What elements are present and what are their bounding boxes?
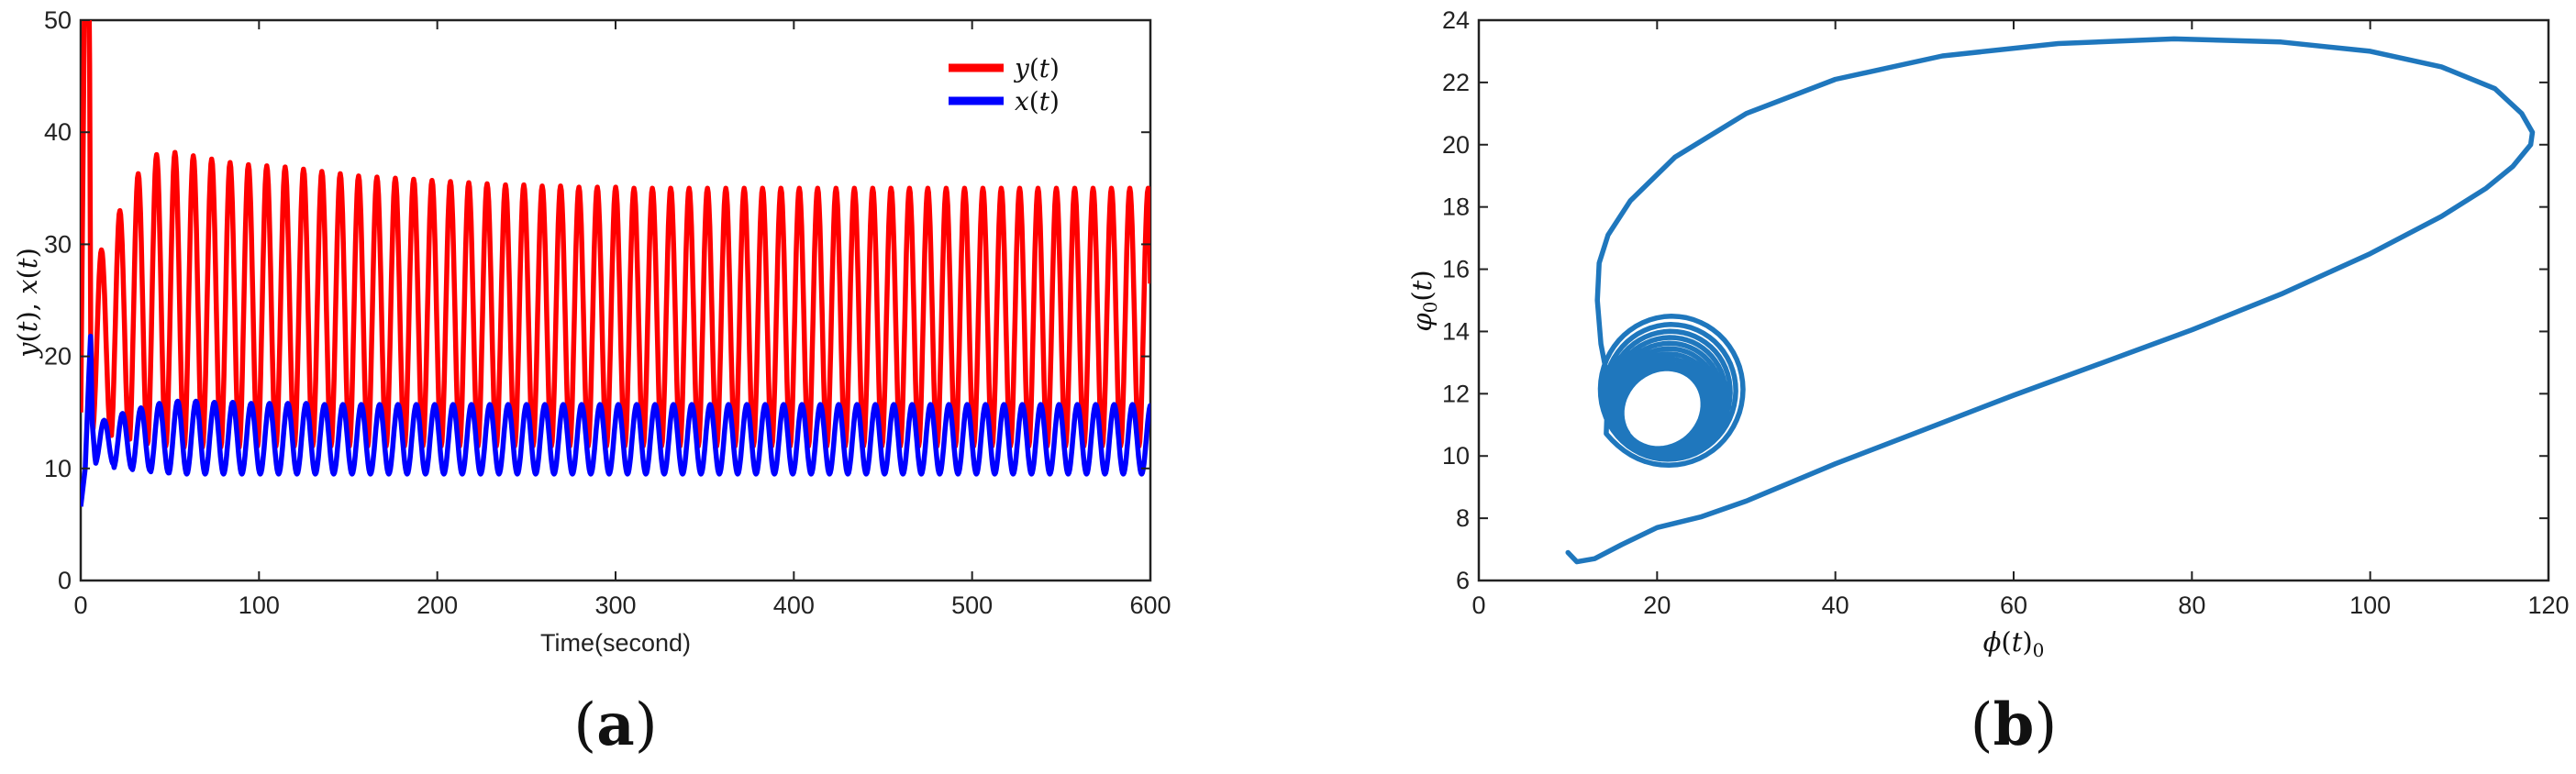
legend-x-label: x(t) (1015, 86, 1060, 116)
x-tick-label-a-1: 100 (239, 592, 280, 619)
legend-y-label: y(t) (1013, 53, 1060, 83)
y-tick-label-b-6: 18 (1442, 194, 1470, 221)
y-tick-label-b-3: 12 (1442, 380, 1470, 407)
y-tick-label-a-4: 40 (44, 118, 72, 146)
x-tick-label-a-3: 300 (594, 592, 636, 619)
series-x-line (81, 333, 1150, 507)
x-tick-label-b-1: 20 (1643, 592, 1671, 619)
y-tick-label-b-1: 8 (1456, 504, 1470, 532)
y-tick-label-a-3: 30 (44, 230, 72, 258)
x-axis-label-a: Time(second) (540, 629, 691, 657)
y-tick-label-b-2: 10 (1442, 442, 1470, 470)
y-tick-label-b-0: 6 (1456, 567, 1470, 594)
plot-area-b (1477, 18, 2550, 582)
y-tick-label-b-9: 24 (1442, 6, 1470, 34)
y-axis-label-a: y(t), x(t) (12, 248, 43, 359)
y-tick-label-b-5: 16 (1442, 256, 1470, 283)
legend-a: y(t) x(t) (949, 53, 1060, 116)
x-tick-label-b-0: 0 (1471, 592, 1485, 619)
plot-area-a (79, 18, 1152, 582)
x-axis-label-b: ϕ(t)0 (1983, 626, 2045, 661)
y-axis-label-b: φ0(t) (1406, 270, 1441, 331)
panel-label-b: (b) (1971, 691, 2058, 759)
y-tick-label-a-2: 20 (44, 343, 72, 370)
x-tick-label-b-6: 120 (2527, 592, 2569, 619)
y-tick-label-a-1: 10 (44, 455, 72, 482)
x-tick-label-b-3: 60 (2000, 592, 2027, 619)
x-tick-label-b-5: 100 (2349, 592, 2391, 619)
y-tick-label-a-0: 0 (58, 567, 72, 594)
y-tick-label-b-8: 22 (1442, 69, 1470, 96)
x-tick-label-a-4: 400 (773, 592, 815, 619)
x-tick-label-a-2: 200 (416, 592, 458, 619)
axis-ticks-b: 0 20 40 60 80 100 120 6 8 10 12 14 16 18 20 22 24 (1442, 6, 2570, 619)
phase-trajectory (1565, 36, 2536, 565)
y-tick-label-a-5: 50 (44, 6, 72, 34)
y-tick-label-b-4: 14 (1442, 317, 1470, 345)
x-tick-label-b-2: 40 (1822, 592, 1849, 619)
axis-ticks-a: 0 100 200 300 400 500 600 0 10 20 30 40 50 (44, 6, 1171, 619)
y-tick-label-b-7: 20 (1442, 131, 1470, 159)
x-tick-label-a-5: 500 (951, 592, 993, 619)
panel-label-a: (a) (573, 691, 657, 759)
x-tick-label-b-4: 80 (2178, 592, 2205, 619)
chart-a: 0 100 200 300 400 500 600 0 10 20 30 40 50 Time(seco… (12, 6, 1171, 759)
x-tick-label-a-0: 0 (73, 592, 87, 619)
x-tick-label-a-6: 600 (1129, 592, 1171, 619)
